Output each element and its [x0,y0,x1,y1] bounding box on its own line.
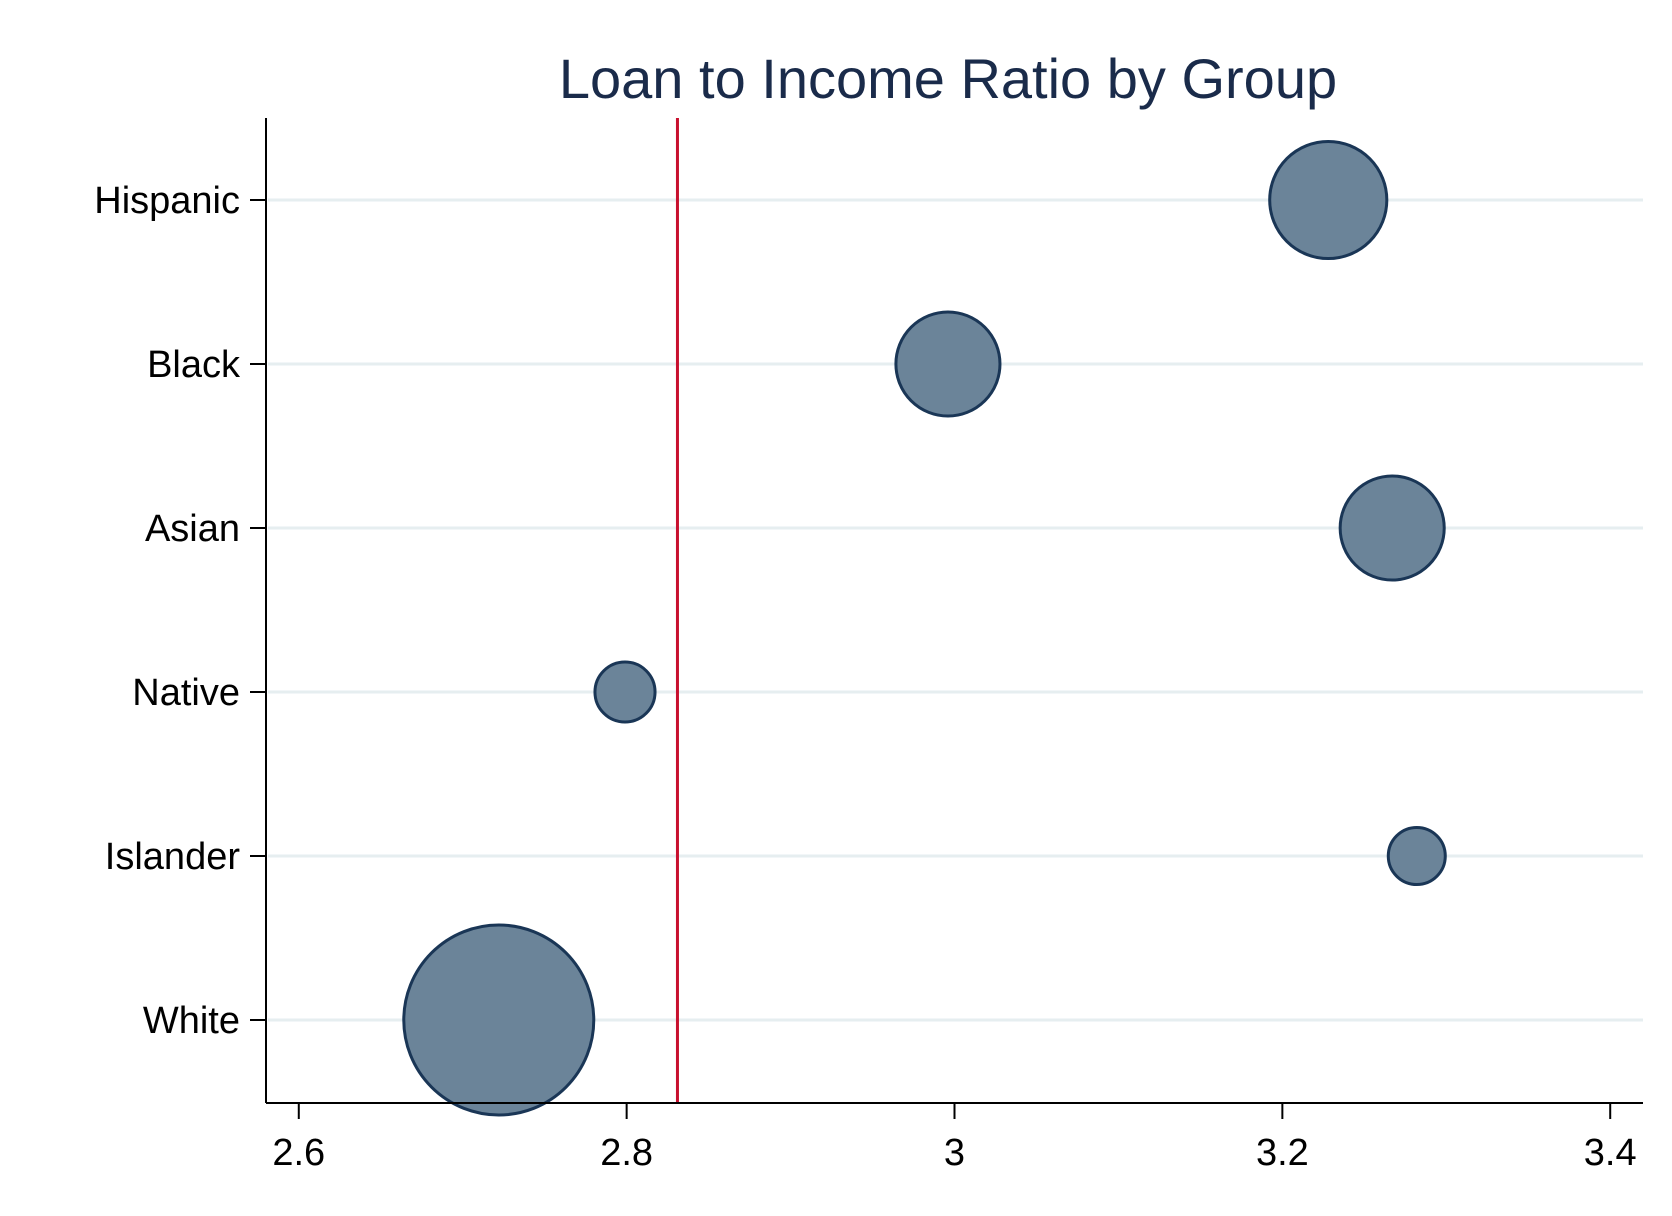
chart-title: Loan to Income Ratio by Group [559,47,1337,110]
marker-native [593,660,657,724]
x-tick-label: 3.2 [1256,1132,1309,1174]
marker-black [894,310,1002,418]
marker-asian [1338,474,1446,582]
marker-hispanic [1268,139,1389,261]
y-tick-labels: Hispanic Black Asian Native Islander White [94,180,241,1042]
y-tick-label-black: Black [147,344,241,386]
axes [250,118,1643,1119]
marker-white [402,923,596,1117]
y-tick-label-white: White [143,1000,240,1042]
x-tick-label: 3 [944,1132,965,1174]
y-tick-label-islander: Islander [105,836,241,878]
y-tick-label-hispanic: Hispanic [94,180,240,222]
y-tick-label-native: Native [132,672,240,714]
marker-islander [1386,826,1447,886]
x-tick-labels: 2.6 2.8 3 3.2 3.4 [272,1132,1636,1174]
y-tick-label-asian: Asian [145,508,240,550]
markers [402,139,1447,1117]
x-tick-label: 3.4 [1584,1132,1637,1174]
x-tick-label: 2.8 [600,1132,653,1174]
x-tick-label: 2.6 [272,1132,325,1174]
